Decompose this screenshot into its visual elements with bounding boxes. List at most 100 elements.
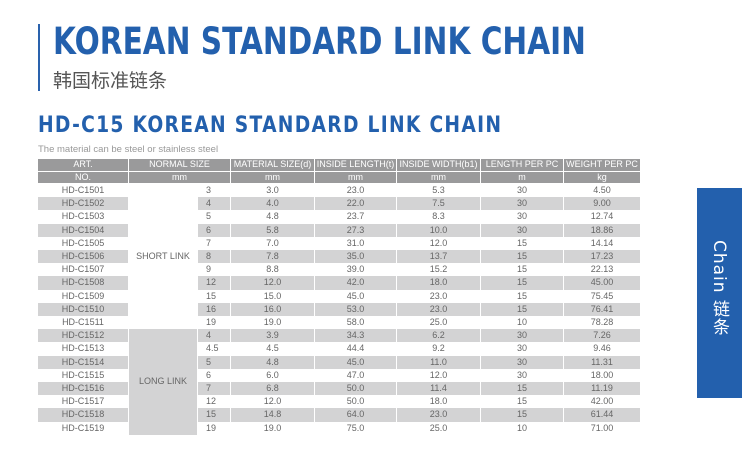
inside-length: 35.0 [315,250,396,264]
normal-size: 19 [206,317,217,328]
table-row: HD-C1504 6 5.8 27.3 10.0 30 18.86 [38,223,640,237]
col-header-art: ART. [38,159,128,172]
inside-length: 39.0 [346,264,365,275]
weight-per-pc: 18.00 [590,369,614,380]
inside-width: 9.2 [432,343,445,354]
art-no: HD-C1508 [38,276,128,290]
art-no: HD-C1514 [38,355,128,369]
inside-length: 23.7 [346,211,365,222]
col-header-inside-length: INSIDE LENGTH(t) [315,159,396,172]
inside-length: 34.3 [315,329,396,343]
material-size: 3.0 [266,185,279,195]
normal-size: 5 [198,355,230,369]
length-per-pc: 30 [516,211,527,222]
normal-size: 4 [198,197,230,211]
weight-per-pc: 42.00 [590,396,614,407]
normal-size: 12 [198,276,230,290]
weight-per-pc: 75.45 [590,290,614,301]
art-no: HD-C1519 [61,422,105,433]
inside-width: 25.0 [429,317,448,328]
art-no: HD-C1502 [38,197,128,211]
weight-per-pc: 45.00 [564,276,640,290]
material-size: 4.0 [231,197,314,211]
table-row: HD-C1506 8 7.8 35.0 13.7 15 17.23 [38,250,640,264]
normal-size: 5 [206,211,212,222]
inside-width: 23.0 [397,302,480,317]
inside-width: 15.2 [429,264,448,275]
table-row: HD-C1510 16 16.0 53.0 23.0 15 76.41 [38,302,640,317]
length-per-pc: 10 [516,317,527,328]
weight-per-pc: 9.00 [564,197,640,211]
inside-width: 8.3 [432,211,445,222]
inside-width: 18.0 [429,396,448,407]
link-type-group: SHORT LINK [136,251,190,262]
unit-length-per-pc: m [481,171,563,184]
inside-width: 11.4 [397,382,480,396]
art-no: HD-C1501 [61,185,105,195]
inside-length: 53.0 [315,302,396,317]
inside-length: 58.0 [346,317,365,328]
table-row: HD-C1502 4 4.0 22.0 7.5 30 9.00 [38,197,640,211]
col-header-length-per-pc: LENGTH PER PC [481,159,563,172]
inside-width: 6.2 [397,329,480,343]
table-row: HD-C1515 6 6.0 47.0 12.0 30 18.00 [38,369,640,382]
inside-length: 45.0 [346,290,365,301]
length-per-pc: 15 [516,290,527,301]
col-header-normal-size: NORMAL SIZE [129,159,230,172]
col-header-material-size: MATERIAL SIZE(d) [231,159,314,172]
material-size: 8.8 [266,264,279,275]
length-per-pc: 30 [481,197,563,211]
inside-length: 31.0 [346,237,365,248]
normal-size: 4.5 [206,343,219,354]
weight-per-pc: 14.14 [590,237,614,248]
weight-per-pc: 22.13 [590,264,614,275]
inside-length: 23.0 [346,185,365,195]
material-size: 6.0 [266,369,279,380]
table-row: HD-C1505 7 7.0 31.0 12.0 15 14.14 [38,237,640,250]
weight-per-pc: 78.28 [590,317,614,328]
length-per-pc: 10 [516,422,527,433]
normal-size: 8 [198,250,230,264]
table-row: HD-C1503 5 4.8 23.7 8.3 30 12.74 [38,210,640,223]
inside-length: 27.3 [315,223,396,237]
length-per-pc: 15 [516,264,527,275]
weight-per-pc: 11.19 [564,382,640,396]
table-row: HD-C1514 5 4.8 45.0 11.0 30 11.31 [38,355,640,369]
length-per-pc: 15 [481,382,563,396]
normal-size: 4 [198,329,230,343]
inside-width: 12.0 [429,237,448,248]
weight-per-pc: 17.23 [564,250,640,264]
art-no: HD-C1512 [38,329,128,343]
normal-size: 7 [198,382,230,396]
unit-art: NO. [38,171,128,184]
table-row: HD-C1508 12 12.0 42.0 18.0 15 45.00 [38,276,640,290]
material-size: 3.9 [231,329,314,343]
spec-table: ART. NORMAL SIZE MATERIAL SIZE(d) INSIDE… [37,159,641,435]
material-size: 12.0 [263,396,282,407]
art-no: HD-C1510 [38,302,128,317]
inside-width: 23.0 [429,290,448,301]
weight-per-pc: 9.46 [593,343,611,354]
unit-normal-size: mm [129,171,230,184]
weight-per-pc: 76.41 [564,302,640,317]
unit-inside-width: mm [397,171,480,184]
inside-length: 47.0 [346,369,365,380]
material-size: 5.8 [231,223,314,237]
normal-size: 19 [206,422,217,433]
col-header-inside-width: INSIDE WIDTH(b1) [397,159,480,172]
table-row: HD-C1512 LONG LINK 4 3.9 34.3 6.2 30 7.26 [38,329,640,435]
normal-size: 3 [206,185,212,195]
page-title-cn: 韩国标准链条 [53,70,168,92]
length-per-pc: 15 [481,250,563,264]
normal-size: 6 [206,369,212,380]
inside-width: 18.0 [397,276,480,290]
material-size: 16.0 [231,302,314,317]
table-row: HD-C1501 SHORT LINK 3 3.0 23.0 5.3 30 4.50 [38,184,640,261]
length-per-pc: 15 [481,276,563,290]
table-row: HD-C1507 9 8.8 39.0 15.2 15 22.13 [38,263,640,276]
inside-width: 13.7 [397,250,480,264]
side-tab-chain[interactable]: Chain 链条 [697,188,742,398]
material-size: 4.8 [266,211,279,222]
art-no: HD-C1513 [61,343,105,354]
material-size: 4.8 [231,355,314,369]
